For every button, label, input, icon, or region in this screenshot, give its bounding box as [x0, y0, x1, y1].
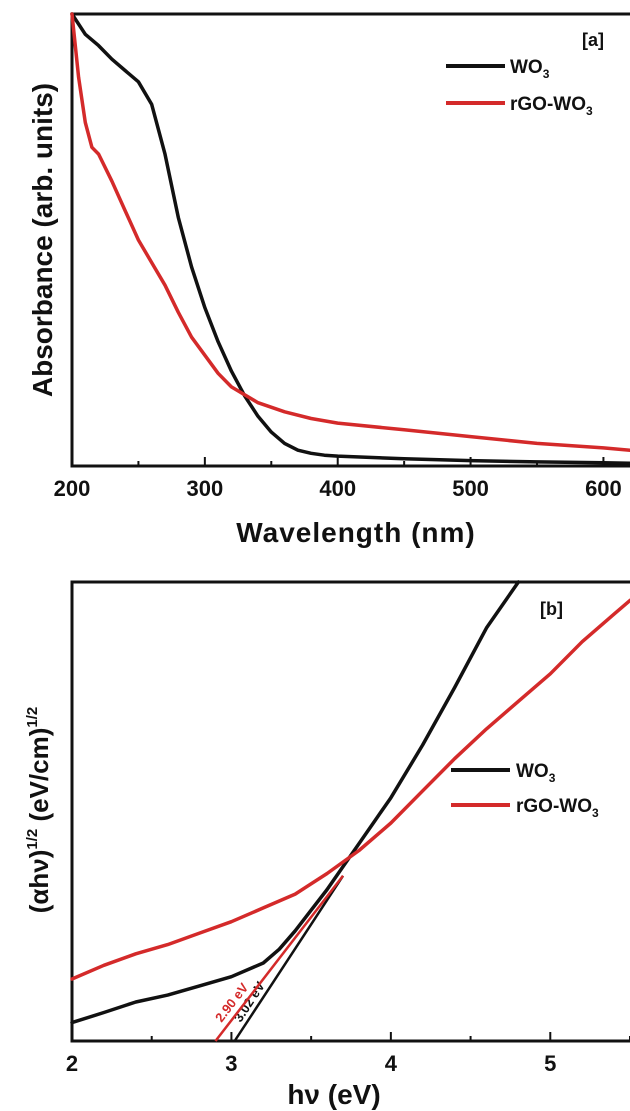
x-tick-label: 600 [585, 476, 622, 501]
legend-label-rgo-wo3: rGO-WO3 [516, 796, 599, 820]
x-tick-label: 5 [544, 1051, 556, 1076]
series-line-wo3 [70, 12, 630, 466]
series-group-a [70, 12, 630, 466]
plot-frame [70, 580, 630, 1043]
x-ticks-a: 200 300 400 500 600 [54, 457, 622, 501]
y-axis-label-b: (αhν)1/2 (eV/cm)1/2 [24, 707, 54, 914]
x-axis-label-b: hν (eV) [287, 1079, 380, 1110]
x-tick-label: 500 [452, 476, 489, 501]
x-ticks-b: 2 3 4 5 [66, 1032, 630, 1076]
x-tick-label: 4 [385, 1051, 398, 1076]
tangent-line-rgo-wo3 [214, 874, 345, 1042]
x-tick-label: 200 [54, 476, 91, 501]
legend-label-rgo-wo3: rGO-WO3 [510, 94, 593, 118]
legend-a: WO3 rGO-WO3 [446, 57, 593, 118]
tangent-line-wo3 [233, 875, 345, 1042]
panel-label-b: [b] [540, 599, 563, 619]
legend-label-wo3: WO3 [510, 57, 550, 81]
plot-frame [70, 12, 630, 468]
series-line-rgo-wo3 [70, 598, 630, 981]
x-axis-label-a: Wavelength (nm) [236, 517, 476, 548]
y-axis-label-a: Absorbance (arb. units) [27, 83, 58, 397]
legend-label-wo3: WO3 [516, 761, 556, 785]
series-line-wo3 [70, 580, 521, 1025]
series-group-b: 3.02 eV2.90 eV [70, 580, 630, 1042]
panel-b: WO3 rGO-WO3 3.02 eV2.90 eV 2 3 4 5 [b] hν (… [24, 580, 630, 1110]
x-tick-label: 2 [66, 1051, 78, 1076]
panel-label-a: [a] [582, 30, 604, 50]
x-tick-label: 3 [225, 1051, 237, 1076]
legend-b: WO3 rGO-WO3 [451, 761, 599, 820]
x-tick-label: 300 [186, 476, 223, 501]
x-tick-label: 400 [319, 476, 356, 501]
panel-a: WO3 rGO-WO3 200 300 400 500 600 [a] Waveleng… [27, 12, 630, 548]
series-line-rgo-wo3 [70, 12, 630, 452]
